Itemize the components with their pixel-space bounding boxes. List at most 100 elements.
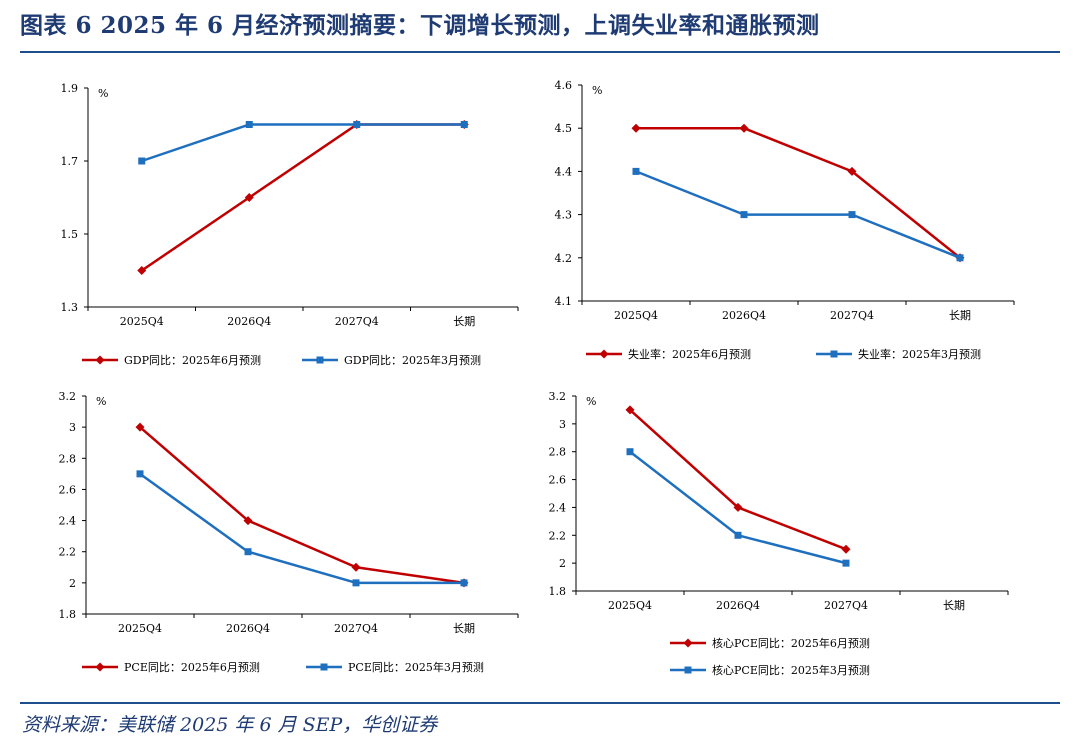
data-point-square: [353, 121, 361, 128]
legend-label: PCE同比：2025年6月预测: [124, 660, 260, 674]
series-line: [139, 426, 465, 585]
y-tick-label: 2.2: [59, 546, 77, 559]
legend-swatch-marker: [316, 356, 324, 364]
source-note: 资料来源：美联储 2025 年 6 月 SEP，华创证券: [22, 714, 438, 736]
y-tick-label: 1.5: [61, 228, 79, 241]
legend-swatch-marker: [684, 666, 692, 674]
y-unit-label: %: [96, 395, 106, 408]
y-tick-label: 1.3: [61, 301, 79, 314]
data-point-square: [460, 121, 468, 128]
data-point-square: [245, 121, 253, 128]
footer-divider: [20, 702, 1060, 704]
y-tick-label: 4.4: [555, 165, 573, 178]
series-line: [141, 123, 465, 163]
core-pce-chart: 1.8 2 2.2 2.4 2.6 2.8 3 3.2 % 2025Q4 2026Q4 2027Q4 长…: [549, 390, 1009, 677]
data-point-square: [956, 254, 964, 262]
x-tick-label: 2026Q4: [227, 315, 271, 328]
y-tick-label: 3: [69, 421, 76, 434]
header-divider: [20, 51, 1060, 53]
legend-swatch-marker: [320, 663, 328, 671]
legend-label: 失业率：2025年6月预测: [628, 347, 751, 361]
series-line: [139, 472, 464, 585]
y-tick-label: 2.6: [59, 483, 77, 496]
legend-swatch-marker: [95, 355, 105, 365]
x-tick-label: 2025Q4: [608, 599, 652, 612]
x-tick-label: 长期: [943, 599, 965, 612]
data-point-diamond: [739, 123, 749, 133]
y-tick-label: 3.2: [59, 390, 77, 403]
legend-label: GDP同比：2025年6月预测: [124, 353, 261, 367]
y-tick-label: 4.2: [555, 252, 573, 265]
x-tick-label: 2025Q4: [120, 315, 164, 328]
data-point-diamond: [137, 266, 147, 275]
y-tick-label: 2.2: [549, 529, 567, 542]
x-tick-label: 长期: [453, 622, 475, 635]
x-tick-label: 2026Q4: [226, 622, 270, 635]
y-tick-label: 4.6: [555, 79, 573, 92]
legend-label: 核心PCE同比：2025年3月预测: [712, 663, 870, 677]
data-point-diamond: [733, 502, 743, 512]
x-tick-label: 2027Q4: [824, 599, 868, 612]
x-tick-label: 长期: [949, 309, 971, 322]
y-tick-label: 3: [559, 418, 566, 431]
data-point-square: [136, 470, 144, 478]
y-tick-label: 2.4: [59, 515, 77, 528]
legend-label: PCE同比：2025年3月预测: [348, 660, 484, 674]
series-line: [629, 409, 847, 551]
x-tick-label: 2026Q4: [722, 309, 766, 322]
y-tick-label: 2.6: [549, 474, 567, 487]
gdp-chart: 1.3 1.5 1.7 1.9 % 2025Q4 2026Q4 2027Q4 长期 GDP同比：2…: [61, 82, 519, 367]
series-line: [636, 126, 961, 259]
y-tick-label: 4.3: [555, 209, 573, 222]
data-point-square: [632, 167, 640, 175]
y-unit-label: %: [592, 84, 602, 97]
legend-swatch-marker: [599, 349, 609, 359]
x-tick-label: 长期: [453, 315, 475, 328]
y-tick-label: 2.8: [59, 452, 77, 465]
x-tick-label: 2025Q4: [614, 309, 658, 322]
x-tick-label: 2027Q4: [335, 315, 379, 328]
data-point-diamond: [135, 422, 145, 432]
legend-label: GDP同比：2025年3月预测: [344, 353, 481, 367]
y-tick-label: 1.9: [61, 82, 79, 95]
data-point-diamond: [625, 405, 635, 415]
data-point-square: [460, 579, 468, 587]
y-tick-label: 4.1: [555, 295, 573, 308]
page-title: 图表 6 2025 年 6 月经济预测摘要：下调增长预测，上调失业率和通胀预测: [20, 12, 820, 39]
data-point-diamond: [841, 544, 851, 554]
data-point-square: [244, 548, 252, 556]
data-point-square: [352, 579, 360, 587]
unemployment-chart: 4.1 4.2 4.3 4.4 4.5 4.6 % 2025Q4 2026Q4 2027Q4 长期失…: [555, 79, 1015, 361]
data-point-square: [626, 448, 634, 456]
data-point-diamond: [243, 516, 253, 526]
y-tick-label: 2.8: [549, 446, 567, 459]
legend-label: 核心PCE同比：2025年6月预测: [712, 636, 870, 650]
x-tick-label: 2027Q4: [830, 309, 874, 322]
x-tick-label: 2025Q4: [118, 622, 162, 635]
data-point-diamond: [847, 166, 857, 176]
y-tick-label: 1.7: [61, 155, 79, 168]
legend-swatch-marker: [95, 662, 105, 672]
y-tick-label: 2.4: [549, 501, 567, 514]
data-point-square: [842, 559, 850, 567]
x-tick-label: 2027Q4: [334, 622, 378, 635]
data-point-diamond: [244, 193, 254, 202]
y-tick-label: 4.5: [555, 122, 573, 135]
y-tick-label: 2: [69, 577, 76, 590]
data-point-square: [734, 531, 742, 539]
data-point-diamond: [631, 123, 641, 133]
y-unit-label: %: [98, 87, 108, 100]
legend-label: 失业率：2025年3月预测: [858, 347, 981, 361]
series-line: [141, 123, 465, 272]
pce-chart: 1.8 2 2.2 2.4 2.6 2.8 3 3.2 % 2025Q4 2026Q4 2027Q4 长…: [59, 390, 519, 674]
legend-swatch-marker: [683, 638, 693, 648]
y-tick-label: 2: [559, 557, 566, 570]
x-tick-label: 2026Q4: [716, 599, 760, 612]
y-tick-label: 1.8: [549, 585, 567, 598]
data-point-square: [740, 211, 748, 219]
y-unit-label: %: [586, 395, 596, 408]
legend-swatch-marker: [830, 350, 838, 358]
data-point-square: [848, 211, 856, 219]
y-tick-label: 3.2: [549, 390, 567, 403]
y-tick-label: 1.8: [59, 608, 77, 621]
